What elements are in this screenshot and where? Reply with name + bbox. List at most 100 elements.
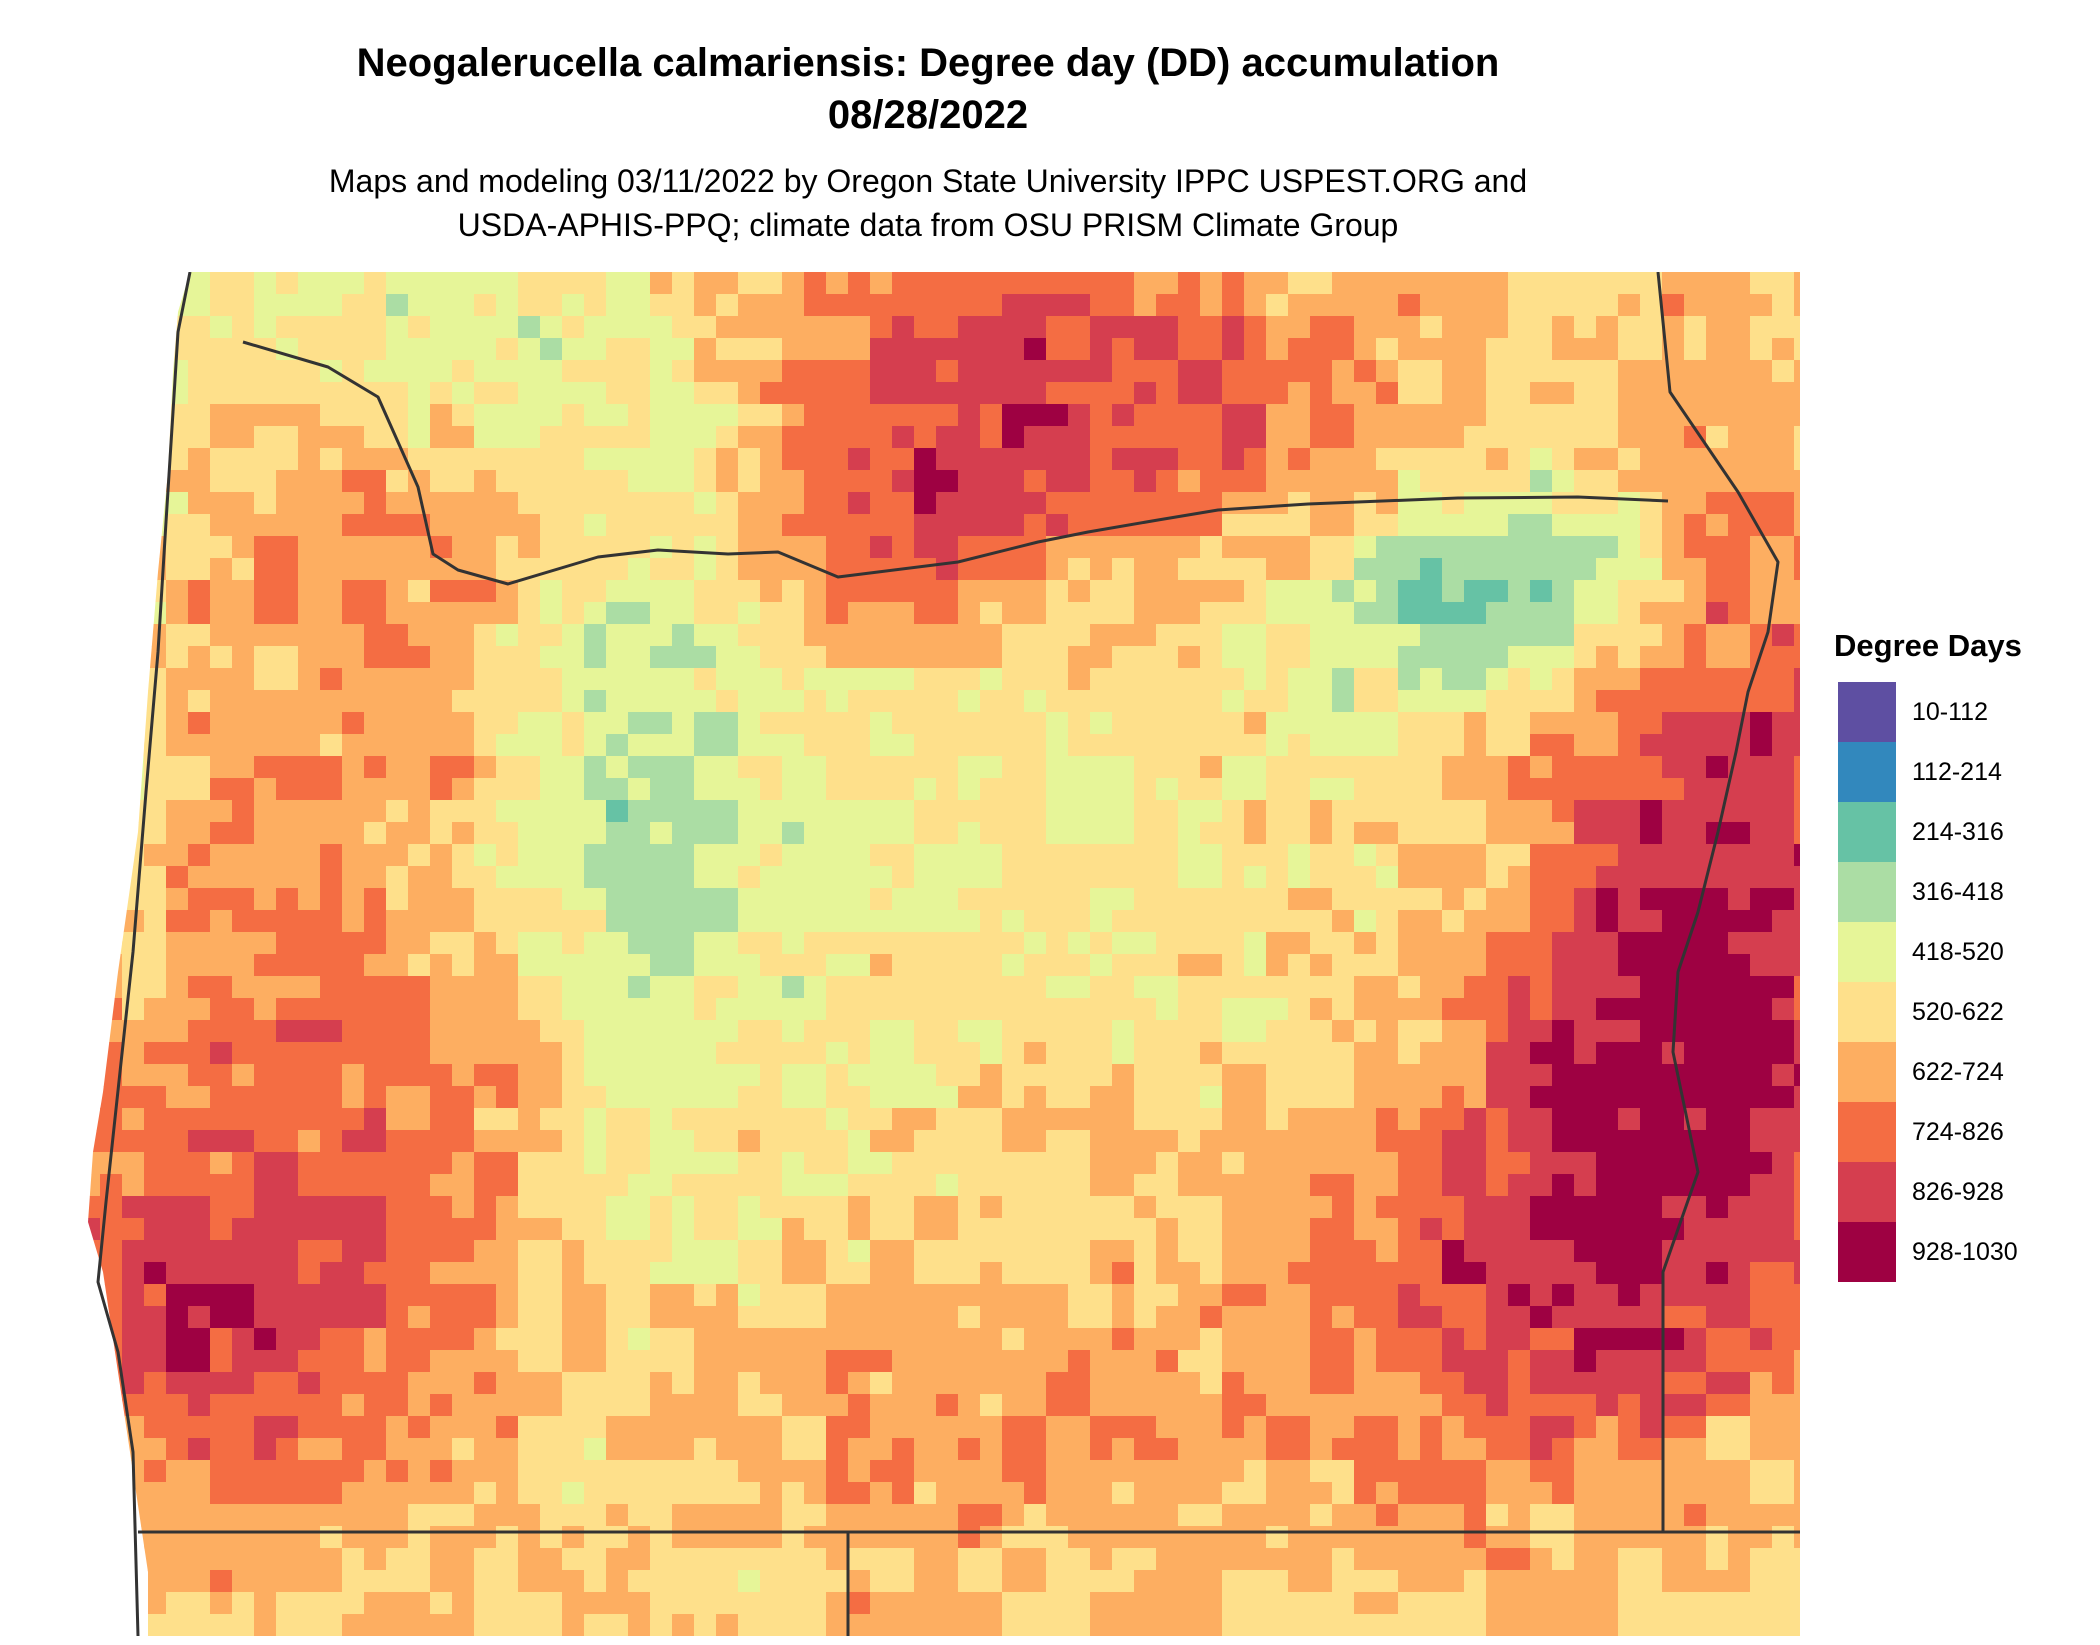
raster-cell <box>364 558 387 581</box>
raster-cell <box>100 1548 123 1571</box>
raster-cell <box>232 448 255 471</box>
raster-cell <box>1024 756 1047 779</box>
raster-cell <box>672 602 695 625</box>
raster-cell <box>1090 734 1113 757</box>
raster-cell <box>562 1526 585 1549</box>
raster-cell <box>1574 1460 1597 1483</box>
raster-cell <box>1068 646 1091 669</box>
raster-cell <box>1310 668 1333 691</box>
raster-cell <box>100 1592 123 1615</box>
raster-cell <box>1420 1086 1443 1109</box>
raster-cell <box>342 690 365 713</box>
raster-cell <box>584 1328 607 1351</box>
raster-cell <box>518 1548 541 1571</box>
raster-cell <box>540 734 563 757</box>
raster-cell <box>628 778 651 801</box>
raster-cell <box>1068 800 1091 823</box>
raster-cell <box>1200 360 1223 383</box>
raster-cell <box>1420 492 1443 515</box>
raster-cell <box>914 1438 937 1461</box>
raster-cell <box>760 536 783 559</box>
raster-cell <box>1398 734 1421 757</box>
raster-cell <box>584 360 607 383</box>
raster-cell <box>848 382 871 405</box>
raster-cell <box>650 1394 673 1417</box>
raster-cell <box>848 998 871 1021</box>
raster-cell <box>1244 1504 1267 1527</box>
raster-cell <box>254 954 277 977</box>
raster-cell <box>122 448 145 471</box>
raster-cell <box>650 1262 673 1285</box>
raster-cell <box>672 1504 695 1527</box>
raster-cell <box>672 778 695 801</box>
raster-cell <box>584 1108 607 1131</box>
raster-cell <box>738 778 761 801</box>
raster-cell <box>1310 1482 1333 1505</box>
raster-cell <box>1376 1174 1399 1197</box>
raster-cell <box>1200 1174 1223 1197</box>
raster-cell <box>892 1284 915 1307</box>
raster-cell <box>1068 712 1091 735</box>
raster-cell <box>1178 1614 1201 1636</box>
raster-cell <box>1288 602 1311 625</box>
raster-cell <box>474 316 497 339</box>
raster-cell <box>232 1042 255 1065</box>
raster-cell <box>254 1284 277 1307</box>
raster-cell <box>892 1372 915 1395</box>
raster-cell <box>1728 294 1751 317</box>
raster-cell <box>452 646 475 669</box>
raster-cell <box>782 1262 805 1285</box>
raster-cell <box>1508 1086 1531 1109</box>
raster-cell <box>474 1548 497 1571</box>
raster-cell <box>1420 932 1443 955</box>
raster-cell <box>1200 822 1223 845</box>
raster-cell <box>540 1328 563 1351</box>
raster-cell <box>540 1218 563 1241</box>
raster-cell <box>88 1504 101 1527</box>
raster-cell <box>518 1218 541 1241</box>
raster-cell <box>760 800 783 823</box>
raster-cell <box>364 492 387 515</box>
raster-cell <box>1288 338 1311 361</box>
raster-cell <box>1156 1614 1179 1636</box>
raster-cell <box>584 778 607 801</box>
raster-cell <box>1200 844 1223 867</box>
raster-cell <box>210 294 233 317</box>
columbia-river <box>242 340 1669 586</box>
raster-cell <box>1464 1262 1487 1285</box>
raster-cell <box>452 844 475 867</box>
raster-cell <box>936 426 959 449</box>
raster-cell <box>474 734 497 757</box>
raster-cell <box>1332 1460 1355 1483</box>
raster-cell <box>980 976 1003 999</box>
raster-cell <box>1288 1196 1311 1219</box>
raster-cell <box>430 1020 453 1043</box>
raster-cell <box>298 932 321 955</box>
raster-cell <box>254 756 277 779</box>
raster-cell <box>1750 1548 1773 1571</box>
raster-cell <box>166 734 189 757</box>
raster-cell <box>1310 1064 1333 1087</box>
raster-cell <box>452 536 475 559</box>
raster-cell <box>1244 1130 1267 1153</box>
raster-cell <box>980 514 1003 537</box>
raster-cell <box>518 1372 541 1395</box>
raster-cell <box>1442 1372 1465 1395</box>
raster-cell <box>1530 712 1553 735</box>
raster-cell <box>1442 514 1465 537</box>
raster-cell <box>496 1548 519 1571</box>
raster-cell <box>738 1020 761 1043</box>
raster-cell <box>1442 448 1465 471</box>
raster-cell <box>1376 734 1399 757</box>
raster-cell <box>1222 1196 1245 1219</box>
raster-cell <box>254 558 277 581</box>
raster-cell <box>100 976 123 999</box>
raster-cell <box>1222 976 1245 999</box>
raster-cell <box>88 778 101 801</box>
raster-cell <box>628 1218 651 1241</box>
raster-cell <box>496 558 519 581</box>
raster-cell <box>1310 844 1333 867</box>
raster-cell <box>782 404 805 427</box>
raster-cell <box>782 272 805 295</box>
raster-cell <box>738 1482 761 1505</box>
